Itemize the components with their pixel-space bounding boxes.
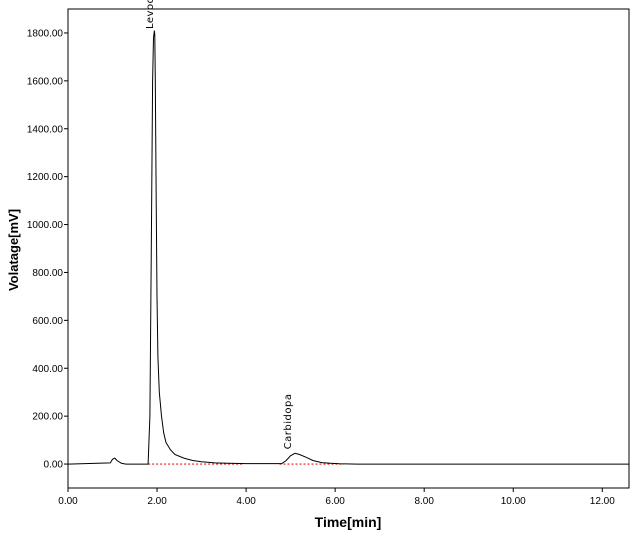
y-tick-label: 1600.00 (27, 76, 64, 87)
peak-label: Levodopa (145, 0, 156, 29)
signal-trace (67, 30, 629, 465)
y-tick-label: 1800.00 (27, 28, 64, 39)
y-tick-label: 1400.00 (27, 124, 64, 135)
x-tick-label: 4.00 (236, 496, 256, 507)
x-tick-label: 12.00 (590, 496, 615, 507)
x-tick-label: 6.00 (325, 496, 345, 507)
x-tick-label: 8.00 (414, 496, 434, 507)
x-tick-label: 2.00 (147, 496, 167, 507)
peak-label: Carbidopa (283, 394, 294, 450)
x-axis-title: Time[min] (315, 514, 382, 530)
x-axis: 0.00 2.00 4.00 6.00 8.00 10.00 12.00 (58, 488, 615, 507)
x-tick-label: 10.00 (501, 496, 526, 507)
y-tick-label: 800.00 (32, 268, 63, 279)
plot-area-frame (67, 8, 630, 489)
y-tick-label: 1000.00 (27, 220, 64, 231)
y-tick-label: 400.00 (32, 364, 63, 375)
y-axis-title: Volatage[mV] (6, 209, 21, 291)
y-tick-label: 200.00 (32, 412, 63, 423)
x-tick-label: 0.00 (58, 496, 78, 507)
y-tick-label: 1200.00 (27, 172, 64, 183)
y-tick-label: 0.00 (44, 460, 64, 471)
y-tick-label: 600.00 (32, 316, 63, 327)
y-axis: 0.00 200.00 400.00 600.00 800.00 1000.00 1200.… (27, 28, 68, 471)
peak-annotations: Levodopa Carbidopa (145, 0, 294, 449)
